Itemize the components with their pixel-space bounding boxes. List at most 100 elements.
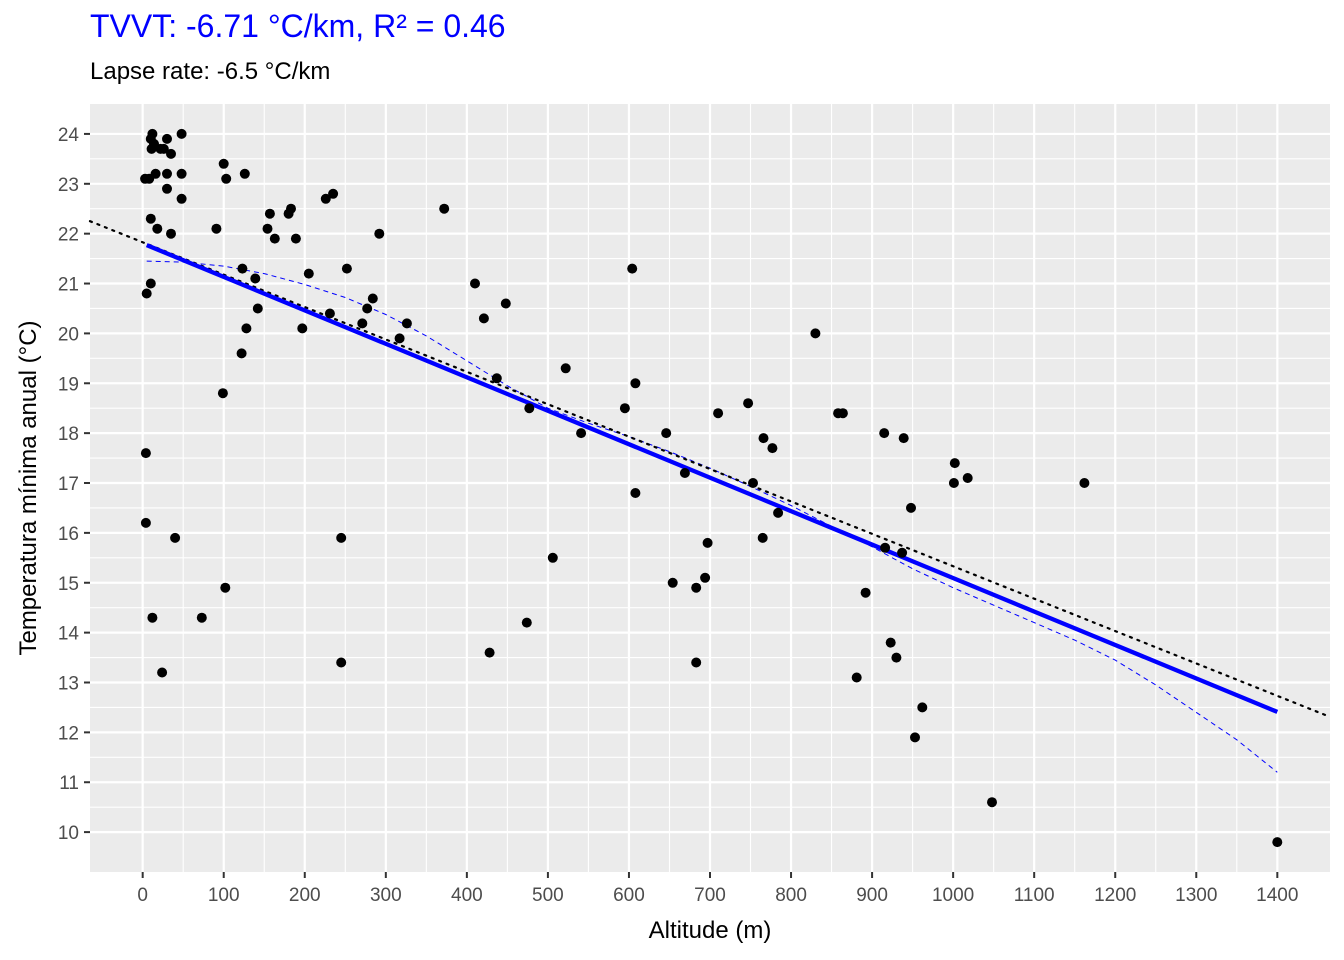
y-tick-label: 22 xyxy=(58,225,79,246)
data-point xyxy=(374,228,385,239)
data-point xyxy=(336,532,347,543)
data-point xyxy=(630,378,641,389)
data-point xyxy=(891,652,902,663)
y-tick-label: 13 xyxy=(58,673,79,694)
x-axis-title: Altitude (m) xyxy=(649,917,772,944)
data-point xyxy=(627,263,638,274)
data-point xyxy=(576,428,587,439)
x-axis-ticks: 0 100 200 300 400 500 600 700 800 900 1000 1100 1200… xyxy=(137,872,1298,906)
x-tick-label: 200 xyxy=(289,885,321,906)
data-point xyxy=(157,667,168,678)
data-point xyxy=(218,158,229,169)
smooth-fit-curve xyxy=(146,260,1278,773)
y-tick-label: 15 xyxy=(58,574,79,595)
data-point xyxy=(176,168,187,179)
data-point xyxy=(560,363,571,374)
data-point xyxy=(241,323,252,334)
x-tick-label: 400 xyxy=(451,885,483,906)
data-point xyxy=(196,612,207,623)
data-point xyxy=(439,203,450,214)
x-tick-label: 900 xyxy=(856,885,888,906)
data-point xyxy=(949,458,960,469)
data-point xyxy=(264,208,275,219)
data-point xyxy=(1079,478,1090,488)
data-point xyxy=(837,408,848,419)
data-point xyxy=(176,193,187,204)
y-tick-label: 24 xyxy=(58,125,80,146)
data-point xyxy=(158,143,169,154)
x-tick-label: 1000 xyxy=(932,885,974,906)
data-point xyxy=(341,263,352,274)
data-point xyxy=(140,448,151,459)
data-point xyxy=(176,128,187,139)
data-point xyxy=(324,308,335,319)
data-point xyxy=(897,547,908,558)
data-point xyxy=(290,233,301,244)
data-point xyxy=(303,268,314,279)
y-tick-label: 10 xyxy=(58,823,79,844)
data-point xyxy=(491,373,502,384)
data-point xyxy=(394,333,405,344)
x-tick-label: 1400 xyxy=(1256,885,1298,906)
data-point xyxy=(162,183,172,194)
data-point xyxy=(320,193,331,204)
y-tick-label: 14 xyxy=(58,624,80,645)
data-point xyxy=(150,168,161,179)
data-point xyxy=(336,657,347,668)
data-point xyxy=(962,473,973,483)
data-point xyxy=(328,188,339,199)
data-point xyxy=(221,173,232,184)
data-point xyxy=(810,328,821,339)
data-point xyxy=(898,433,909,444)
data-point xyxy=(286,203,296,214)
fit-lines xyxy=(88,220,1332,773)
data-point xyxy=(367,293,378,304)
y-tick-label: 16 xyxy=(58,524,79,545)
data-point xyxy=(147,612,158,623)
data-point xyxy=(987,797,997,808)
x-tick-label: 1200 xyxy=(1094,885,1136,906)
data-point xyxy=(748,478,758,488)
regression-line xyxy=(145,243,1279,714)
data-point xyxy=(484,647,495,658)
data-point xyxy=(521,617,532,628)
chart-title: TVVT: -6.71 °C/km, R² = 0.46 xyxy=(90,8,506,44)
y-tick-label: 11 xyxy=(59,773,79,794)
data-point xyxy=(237,263,248,274)
data-point xyxy=(743,398,754,409)
y-tick-label: 12 xyxy=(58,723,79,744)
data-point xyxy=(524,403,535,414)
data-point xyxy=(145,278,156,289)
data-point xyxy=(767,443,778,454)
x-tick-label: 800 xyxy=(775,885,807,906)
data-point xyxy=(252,303,263,314)
data-point xyxy=(700,572,711,583)
data-point xyxy=(220,582,231,593)
data-point xyxy=(166,228,176,239)
data-point xyxy=(162,133,172,144)
data-point xyxy=(162,168,172,179)
data-point xyxy=(910,732,920,743)
lapse-rate-reference-line xyxy=(88,220,1332,719)
major-gridlines xyxy=(90,104,1330,872)
data-point xyxy=(860,587,871,598)
data-point xyxy=(679,468,690,478)
data-point xyxy=(758,433,769,444)
y-axis-title: Temperatura mínima anual (°C) xyxy=(15,320,42,655)
data-point xyxy=(619,403,630,414)
data-points xyxy=(140,128,1283,848)
data-point xyxy=(140,517,151,528)
y-tick-label: 18 xyxy=(58,424,79,445)
data-point xyxy=(948,478,959,488)
data-point xyxy=(170,532,181,543)
x-tick-label: 1300 xyxy=(1175,885,1217,906)
data-point xyxy=(269,233,280,244)
x-tick-label: 100 xyxy=(208,885,240,906)
data-point xyxy=(691,657,702,668)
data-point xyxy=(713,408,724,419)
data-point xyxy=(547,552,558,563)
data-point xyxy=(262,223,273,234)
x-tick-label: 300 xyxy=(370,885,402,906)
data-point xyxy=(478,313,489,324)
